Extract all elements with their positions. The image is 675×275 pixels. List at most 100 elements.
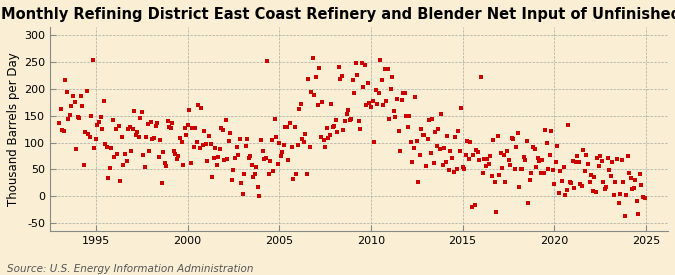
Point bbox=[198, 143, 209, 148]
Point bbox=[471, 148, 482, 152]
Point bbox=[207, 175, 217, 179]
Point bbox=[401, 114, 412, 118]
Point bbox=[561, 188, 572, 192]
Point bbox=[83, 132, 94, 136]
Point bbox=[537, 158, 547, 162]
Point bbox=[576, 184, 587, 188]
Point bbox=[578, 147, 589, 152]
Point bbox=[593, 163, 604, 168]
Point bbox=[100, 142, 111, 146]
Point bbox=[454, 149, 465, 154]
Point bbox=[202, 158, 213, 163]
Text: Source: U.S. Energy Information Administration: Source: U.S. Energy Information Administ… bbox=[7, 264, 253, 274]
Point bbox=[69, 99, 80, 104]
Point bbox=[283, 158, 294, 162]
Point bbox=[625, 176, 636, 181]
Point bbox=[493, 134, 504, 138]
Point bbox=[281, 125, 292, 130]
Point bbox=[194, 145, 205, 150]
Point bbox=[436, 112, 447, 117]
Point bbox=[385, 87, 396, 92]
Point bbox=[349, 91, 360, 95]
Point bbox=[605, 173, 616, 178]
Point bbox=[515, 167, 526, 172]
Point bbox=[134, 134, 144, 139]
Point bbox=[442, 134, 453, 138]
Point bbox=[558, 165, 569, 170]
Point bbox=[109, 155, 119, 160]
Point bbox=[589, 175, 599, 179]
Point bbox=[256, 138, 267, 143]
Point bbox=[560, 193, 570, 197]
Point bbox=[419, 133, 430, 138]
Point bbox=[92, 123, 103, 127]
Point bbox=[126, 148, 136, 153]
Point bbox=[464, 157, 475, 161]
Point bbox=[63, 117, 74, 121]
Point bbox=[506, 136, 517, 141]
Point bbox=[622, 154, 633, 158]
Point bbox=[77, 104, 88, 108]
Point bbox=[244, 156, 254, 160]
Point bbox=[318, 138, 329, 142]
Point bbox=[297, 136, 308, 141]
Point bbox=[193, 102, 204, 107]
Point bbox=[78, 163, 89, 167]
Point bbox=[430, 130, 441, 134]
Point bbox=[376, 78, 387, 82]
Point bbox=[240, 143, 251, 148]
Point bbox=[476, 75, 487, 79]
Point bbox=[277, 150, 288, 154]
Point bbox=[636, 183, 647, 188]
Point bbox=[470, 203, 481, 207]
Point bbox=[127, 127, 138, 132]
Point bbox=[592, 156, 603, 160]
Point bbox=[607, 160, 618, 164]
Point bbox=[223, 139, 234, 143]
Point bbox=[304, 144, 315, 149]
Point bbox=[321, 126, 332, 131]
Point bbox=[310, 75, 321, 80]
Point bbox=[61, 90, 72, 94]
Point bbox=[159, 161, 170, 166]
Point bbox=[332, 130, 343, 135]
Point bbox=[289, 125, 300, 130]
Point bbox=[570, 160, 581, 164]
Point bbox=[211, 163, 222, 168]
Point bbox=[187, 126, 198, 131]
Point bbox=[503, 158, 514, 162]
Point bbox=[323, 136, 333, 141]
Point bbox=[378, 103, 389, 107]
Point bbox=[535, 171, 546, 175]
Point bbox=[405, 140, 416, 144]
Point bbox=[491, 210, 502, 214]
Point bbox=[199, 129, 210, 133]
Point bbox=[288, 177, 298, 181]
Point bbox=[98, 99, 109, 104]
Point bbox=[239, 172, 250, 176]
Point bbox=[601, 185, 612, 189]
Point bbox=[456, 105, 466, 110]
Point bbox=[269, 116, 280, 121]
Point bbox=[129, 108, 140, 113]
Point bbox=[413, 180, 424, 185]
Point bbox=[317, 100, 327, 104]
Point bbox=[370, 88, 381, 92]
Point bbox=[595, 154, 605, 159]
Point bbox=[549, 182, 560, 186]
Point bbox=[292, 142, 303, 147]
Point bbox=[505, 163, 516, 167]
Point bbox=[624, 171, 634, 175]
Point bbox=[618, 180, 628, 184]
Point bbox=[375, 58, 385, 62]
Point bbox=[153, 155, 164, 160]
Point bbox=[59, 129, 70, 133]
Point bbox=[227, 177, 238, 182]
Point bbox=[150, 124, 161, 129]
Point bbox=[228, 167, 239, 172]
Point bbox=[532, 156, 543, 161]
Point bbox=[337, 74, 348, 79]
Point bbox=[583, 161, 593, 166]
Point bbox=[113, 123, 124, 128]
Point bbox=[399, 90, 410, 95]
